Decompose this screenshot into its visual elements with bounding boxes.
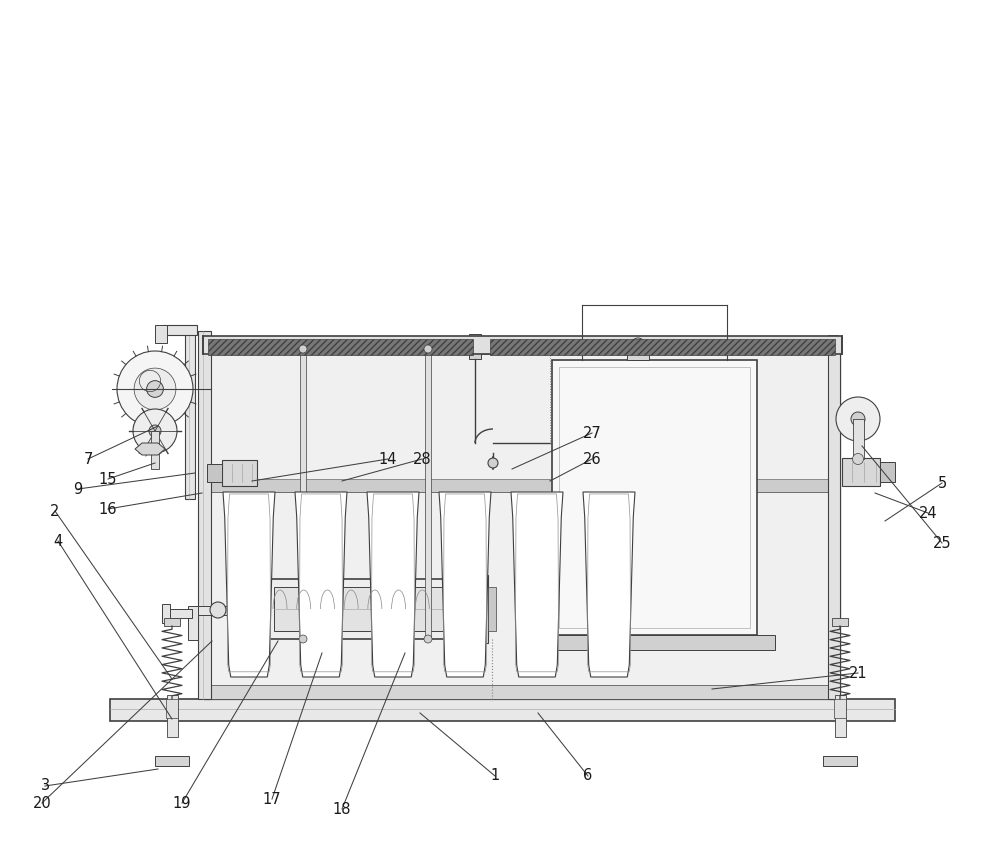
- Polygon shape: [295, 492, 347, 677]
- Bar: [835, 695, 846, 737]
- Bar: [205, 344, 840, 699]
- Bar: [188, 606, 198, 640]
- Text: 27: 27: [583, 426, 601, 441]
- Bar: [205, 685, 840, 699]
- Bar: [274, 587, 447, 631]
- Text: 16: 16: [99, 501, 117, 516]
- Bar: [208, 339, 473, 355]
- Text: 4: 4: [53, 533, 63, 548]
- Bar: [488, 587, 496, 631]
- Bar: [852, 419, 864, 459]
- Bar: [166, 699, 178, 718]
- Bar: [469, 334, 481, 359]
- Bar: [155, 325, 167, 343]
- Text: 18: 18: [333, 801, 351, 817]
- Bar: [425, 354, 431, 639]
- Bar: [446, 575, 488, 643]
- Bar: [203, 336, 842, 354]
- Text: 21: 21: [849, 665, 867, 680]
- Text: 25: 25: [933, 536, 951, 551]
- Circle shape: [299, 635, 307, 643]
- Bar: [559, 367, 750, 628]
- Text: 9: 9: [73, 482, 83, 496]
- Bar: [205, 344, 840, 354]
- Circle shape: [836, 397, 880, 441]
- Bar: [151, 431, 159, 469]
- Bar: [834, 699, 846, 718]
- Bar: [155, 756, 189, 766]
- Bar: [166, 695, 178, 737]
- Bar: [185, 327, 195, 499]
- Bar: [164, 618, 180, 626]
- Bar: [828, 344, 840, 699]
- Bar: [880, 462, 895, 482]
- Bar: [300, 354, 306, 639]
- Bar: [205, 479, 840, 492]
- Circle shape: [852, 453, 864, 464]
- Text: 1: 1: [490, 769, 500, 784]
- Polygon shape: [135, 443, 165, 455]
- Text: 28: 28: [413, 452, 431, 467]
- Polygon shape: [223, 492, 275, 677]
- Bar: [222, 460, 257, 486]
- Circle shape: [147, 381, 163, 397]
- Bar: [823, 756, 857, 766]
- Text: 14: 14: [379, 452, 397, 467]
- Circle shape: [424, 635, 432, 643]
- Text: 26: 26: [583, 452, 601, 467]
- Bar: [207, 464, 222, 482]
- Circle shape: [488, 458, 498, 468]
- Text: 19: 19: [173, 796, 191, 811]
- Bar: [162, 604, 170, 623]
- Text: 15: 15: [99, 472, 117, 486]
- Circle shape: [133, 409, 177, 453]
- Bar: [198, 331, 211, 699]
- Circle shape: [117, 351, 193, 427]
- Bar: [195, 606, 268, 615]
- Bar: [552, 360, 757, 635]
- Polygon shape: [367, 492, 419, 677]
- Text: 17: 17: [263, 791, 281, 807]
- Bar: [832, 618, 848, 626]
- Bar: [627, 345, 649, 360]
- Circle shape: [149, 425, 161, 437]
- Text: 5: 5: [937, 475, 947, 490]
- Text: 2: 2: [50, 504, 60, 519]
- Text: 6: 6: [583, 769, 593, 784]
- Bar: [842, 458, 880, 486]
- Circle shape: [299, 345, 307, 353]
- Bar: [490, 339, 835, 355]
- Bar: [534, 635, 775, 650]
- Bar: [162, 325, 197, 335]
- Text: 20: 20: [33, 796, 51, 811]
- Bar: [162, 609, 192, 618]
- Polygon shape: [511, 492, 563, 677]
- Circle shape: [851, 412, 865, 426]
- Text: 24: 24: [919, 505, 937, 521]
- Circle shape: [424, 345, 432, 353]
- Bar: [110, 699, 895, 721]
- Circle shape: [210, 602, 226, 618]
- Text: 7: 7: [83, 452, 93, 467]
- Polygon shape: [583, 492, 635, 677]
- Text: 3: 3: [40, 779, 50, 794]
- Bar: [268, 579, 466, 639]
- Polygon shape: [439, 492, 491, 677]
- Circle shape: [134, 368, 176, 410]
- Bar: [828, 335, 838, 359]
